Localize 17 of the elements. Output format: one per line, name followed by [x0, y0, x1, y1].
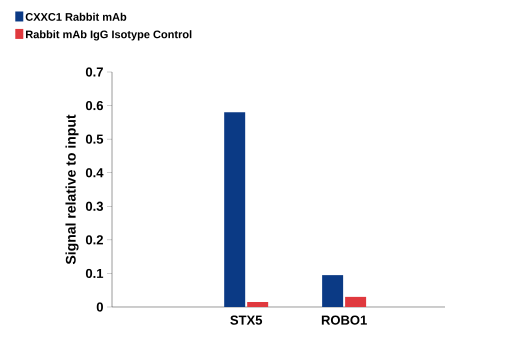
- y-axis-title: Signal relative to input: [65, 114, 79, 264]
- y-tick-label: 0.5: [86, 134, 104, 144]
- bar: [224, 112, 246, 307]
- y-tick-label: 0.6: [86, 100, 104, 110]
- x-tick-label: ROBO1: [322, 316, 367, 325]
- legend-label: CXXC1 Rabbit mAb: [26, 12, 126, 21]
- bar: [345, 296, 366, 307]
- y-tick-label: 0.3: [86, 202, 104, 211]
- legend-label: Rabbit mAb IgG Isotype Control: [26, 30, 192, 40]
- y-tick-label: 0: [96, 302, 103, 312]
- y-tick-label: 0.7: [86, 67, 103, 77]
- bar: [322, 275, 344, 307]
- y-tick-label: 0.2: [86, 235, 103, 244]
- x-tick-label: STX5: [230, 316, 262, 325]
- bar: [247, 302, 268, 307]
- y-tick-label: 0.4: [86, 168, 104, 178]
- y-tick-label: 0.1: [86, 268, 104, 278]
